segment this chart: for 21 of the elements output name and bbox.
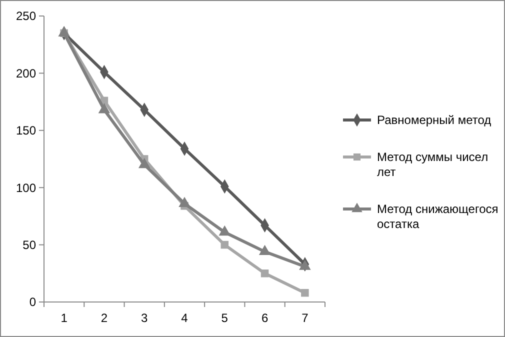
y-tick-label: 150	[16, 124, 36, 138]
x-tick-label: 5	[221, 311, 228, 325]
legend-label: Метод снижающегося остатка	[377, 202, 498, 232]
y-tick-label: 100	[16, 180, 36, 195]
point	[301, 288, 309, 297]
legend-label: Равномерный метод	[377, 113, 492, 128]
point	[58, 26, 70, 37]
y-tick-label: 50	[22, 238, 36, 252]
legend-label: Метод суммы чисел лет	[377, 150, 488, 180]
y-tick-label: 0	[29, 295, 36, 310]
point	[260, 270, 269, 278]
x-tick-label: 7	[302, 311, 309, 325]
y-tick-label: 200	[16, 66, 36, 80]
x-tick-label: 4	[181, 311, 188, 325]
point	[220, 240, 229, 249]
point	[98, 103, 110, 114]
x-tick-label: 1	[60, 311, 68, 325]
x-tick-label: 3	[141, 311, 148, 325]
x-tick-label: 6	[261, 311, 268, 325]
x-tick-label: 2	[100, 311, 108, 325]
y-tick-label: 250	[16, 9, 36, 24]
